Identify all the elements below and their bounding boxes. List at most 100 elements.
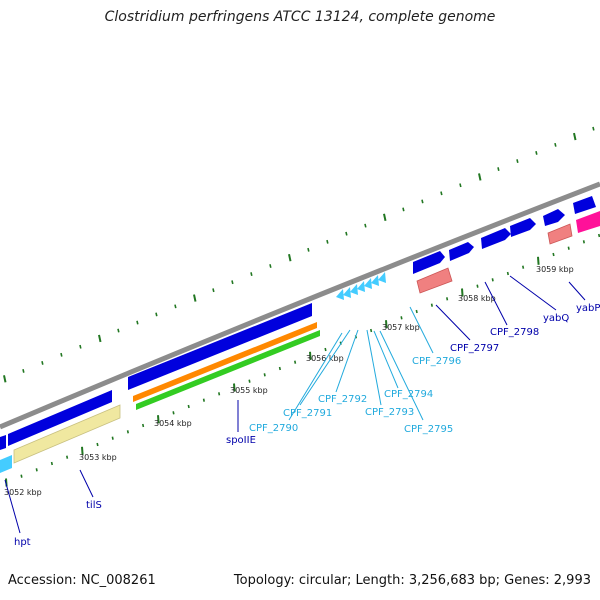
- scale-labels: 3052 kbp 3053 kbp 3054 kbp 3055 kbp 3056…: [4, 265, 574, 497]
- gene-label-yabQ[interactable]: yabQ: [543, 313, 569, 324]
- outer-tick: [288, 253, 292, 262]
- genome-summary-text: Topology: circular; Length: 3,256,683 bp…: [233, 573, 591, 588]
- feature-green[interactable]: [136, 330, 320, 410]
- gene-label-CPF_2793[interactable]: CPF_2793: [365, 407, 414, 418]
- scale-tick: [552, 252, 555, 257]
- trna-CPF_2790[interactable]: [336, 289, 344, 300]
- scale-tick: [598, 233, 600, 238]
- outer-tick: [554, 142, 557, 147]
- tick-label-3055: 3055 kbp: [230, 386, 268, 395]
- outer-tick: [79, 344, 82, 349]
- scale-tick: [96, 442, 99, 447]
- scale-tick: [309, 351, 312, 360]
- outer-tick: [193, 294, 197, 302]
- outer-tick: [212, 288, 215, 293]
- scale-tick: [415, 309, 418, 314]
- feature-yabP[interactable]: [576, 211, 600, 233]
- tick-label-3052: 3052 kbp: [4, 488, 42, 497]
- outer-tick: [60, 352, 63, 357]
- trna-CPF_2794[interactable]: [364, 278, 372, 289]
- gene-label-CPF_2797[interactable]: CPF_2797: [450, 343, 499, 354]
- scale-ticks: [5, 233, 600, 487]
- feature-yabQ-cds[interactable]: [510, 218, 536, 237]
- trna-CPF_2795[interactable]: [371, 275, 379, 286]
- scale-tick: [491, 278, 494, 282]
- feature-yabQ[interactable]: [547, 223, 573, 245]
- scale-tick: [324, 347, 327, 352]
- gene-label-CPF_2792[interactable]: CPF_2792: [318, 394, 367, 405]
- gene-label-CPF_2790[interactable]: CPF_2790: [249, 423, 298, 434]
- tick-label-3054: 3054 kbp: [154, 419, 192, 428]
- gene-label-CPF_2791[interactable]: CPF_2791: [283, 408, 332, 419]
- outer-tick: [345, 231, 348, 236]
- feature-spoIIE-cds[interactable]: [128, 303, 312, 390]
- scale-tick: [187, 404, 190, 409]
- scale-tick: [66, 455, 69, 459]
- feature-tilS[interactable]: [13, 404, 121, 464]
- feature-tilS-cds[interactable]: [8, 390, 112, 446]
- feature-hpt-cds[interactable]: [0, 435, 6, 450]
- feature-CPF_2798-b[interactable]: [481, 228, 511, 249]
- scale-tick: [294, 360, 297, 364]
- outer-tick: [402, 207, 405, 212]
- gene-label-CPF_2795[interactable]: CPF_2795: [404, 424, 453, 435]
- accession-text: Accession: NC_008261: [8, 573, 156, 588]
- scale-tick: [476, 284, 479, 288]
- trna-CPF_2796[interactable]: [378, 272, 386, 283]
- outer-tick: [98, 334, 102, 343]
- gene-label-yabP[interactable]: yabP: [576, 303, 600, 314]
- scale-tick: [111, 436, 114, 440]
- scale-tick: [506, 271, 509, 276]
- feature-yabP-cds-b[interactable]: [573, 196, 596, 214]
- scale-tick: [35, 468, 38, 472]
- feature-yabP-cds-a[interactable]: [543, 209, 565, 226]
- tick-label-3059: 3059 kbp: [536, 265, 574, 274]
- gene-label-CPF_2798[interactable]: CPF_2798: [490, 327, 539, 338]
- features: [0, 196, 600, 473]
- gene-label-tilS[interactable]: tilS: [86, 500, 102, 511]
- outer-tick: [174, 304, 177, 309]
- outer-tick: [592, 126, 595, 131]
- scale-tick: [430, 303, 433, 307]
- outer-tick-ring: [3, 126, 595, 383]
- feature-CPF_2797-cds[interactable]: [413, 251, 445, 274]
- tick-label-3057: 3057 kbp: [382, 323, 420, 332]
- trna-cluster: [336, 272, 386, 300]
- outer-tick: [421, 199, 424, 204]
- gene-label-spoIIE[interactable]: spoIIE: [226, 435, 256, 446]
- leader-lines: [4, 275, 586, 534]
- gene-label-CPF_2796[interactable]: CPF_2796: [412, 356, 461, 367]
- outer-tick: [516, 159, 519, 163]
- outer-tick: [478, 173, 482, 181]
- scale-tick: [126, 430, 129, 434]
- scale-tick: [400, 316, 403, 320]
- trna-CPF_2793[interactable]: [357, 281, 365, 292]
- outer-tick: [136, 320, 139, 325]
- feature-hpt[interactable]: [0, 455, 12, 473]
- scale-tick: [370, 328, 373, 333]
- scale-tick: [50, 461, 53, 466]
- scale-tick: [218, 392, 221, 396]
- feature-CPF_2798-a[interactable]: [449, 242, 474, 261]
- outer-tick: [573, 132, 577, 141]
- scale-tick: [278, 366, 281, 371]
- feature-orange[interactable]: [133, 322, 317, 402]
- tick-label-3056: 3056 kbp: [306, 354, 344, 363]
- scale-tick: [567, 246, 570, 250]
- genome-backbone: [0, 181, 600, 430]
- gene-label-CPF_2794[interactable]: CPF_2794: [384, 389, 433, 400]
- outer-tick: [155, 312, 158, 317]
- gene-label-hpt[interactable]: hpt: [14, 537, 31, 548]
- gene-labels: hpt tilS spoIIE CPF_2790 CPF_2791 CPF_27…: [14, 303, 600, 548]
- outer-tick: [41, 360, 44, 365]
- outer-tick: [326, 239, 329, 244]
- scale-tick: [20, 474, 23, 478]
- outer-tick: [459, 183, 462, 188]
- map-title: Clostridium perfringens ATCC 13124, comp…: [104, 9, 496, 25]
- feature-CPF_2797[interactable]: [416, 267, 453, 294]
- trna-CPF_2791[interactable]: [343, 287, 351, 298]
- trna-CPF_2792[interactable]: [350, 284, 358, 295]
- scale-tick: [142, 423, 145, 428]
- outer-tick: [535, 151, 538, 155]
- scale-tick: [446, 297, 449, 301]
